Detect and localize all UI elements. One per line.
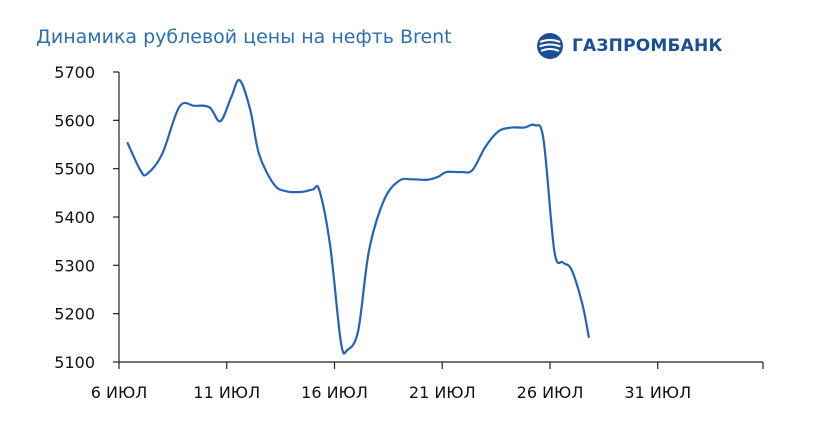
chart-title: Динамика рублевой цены на нефть Brent	[36, 26, 452, 48]
x-tick-label: 16 ИЮЛ	[301, 383, 368, 402]
x-tick-label: 21 ИЮЛ	[409, 383, 476, 402]
series-group	[126, 78, 590, 355]
y-tick-label: 5100	[54, 353, 95, 372]
x-tick-label: 26 ИЮЛ	[517, 383, 584, 402]
gazprombank-logo-icon	[537, 33, 563, 59]
y-tick-label: 5500	[54, 160, 95, 179]
y-tick-label: 5600	[54, 111, 95, 130]
x-tick-label: 6 ИЮЛ	[91, 383, 148, 402]
x-axis: 6 ИЮЛ 11 ИЮЛ 16 ИЮЛ 21 ИЮЛ 26 ИЮЛ 31 ИЮЛ	[91, 361, 764, 402]
x-tick-label: 31 ИЮЛ	[624, 383, 691, 402]
y-tick-label: 5400	[54, 208, 95, 227]
series-line	[126, 78, 590, 355]
y-tick-label: 5200	[54, 305, 95, 324]
y-tick-label: 5300	[54, 256, 95, 275]
logo-text: ГАЗПРОМБАНК	[572, 36, 723, 56]
brand-logo: ГАЗПРОМБАНК	[536, 32, 723, 60]
y-axis: 5100 5200 5300 5400 5500 5600 5700	[54, 63, 120, 372]
y-tick-label: 5700	[54, 63, 95, 82]
x-tick-label: 11 ИЮЛ	[193, 383, 260, 402]
